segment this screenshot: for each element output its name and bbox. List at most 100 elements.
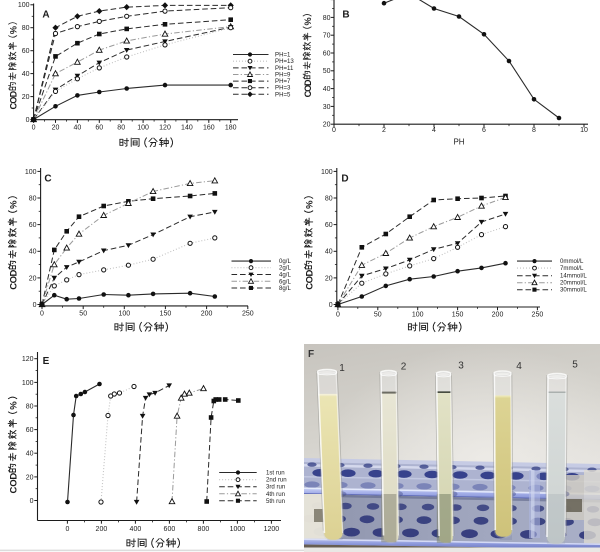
svg-text:80: 80	[325, 195, 333, 202]
svg-text:60: 60	[29, 222, 37, 229]
svg-text:PH=3: PH=3	[275, 85, 291, 92]
svg-text:40: 40	[22, 71, 30, 78]
svg-text:60: 60	[26, 427, 34, 434]
svg-text:40: 40	[74, 125, 82, 132]
svg-text:800: 800	[198, 526, 210, 533]
svg-text:1: 1	[339, 363, 345, 374]
svg-text:200: 200	[96, 526, 108, 533]
svg-text:0: 0	[329, 302, 333, 309]
svg-text:PH=13: PH=13	[275, 58, 294, 65]
svg-text:6g/L: 6g/L	[279, 278, 291, 285]
svg-text:0: 0	[30, 498, 34, 505]
svg-text:140: 140	[181, 125, 193, 132]
svg-text:8: 8	[532, 127, 536, 134]
svg-text:0g/L: 0g/L	[279, 258, 291, 265]
svg-text:120: 120	[22, 356, 34, 363]
svg-text:F: F	[308, 349, 314, 360]
svg-text:40: 40	[323, 86, 331, 93]
svg-text:%: %	[303, 17, 313, 25]
svg-text:E: E	[43, 356, 50, 367]
svg-text:PH=7: PH=7	[275, 78, 291, 85]
svg-text:2nd run: 2nd run	[266, 477, 287, 484]
svg-text:4th run: 4th run	[266, 491, 285, 498]
svg-text:50: 50	[323, 68, 331, 75]
svg-text:PH=1: PH=1	[275, 52, 291, 59]
svg-text:1st run: 1st run	[266, 470, 285, 477]
svg-text:2: 2	[382, 127, 386, 134]
svg-text:0: 0	[33, 302, 37, 309]
svg-text:0: 0	[332, 127, 336, 134]
svg-text:200: 200	[201, 311, 213, 318]
svg-text:20mmol/L: 20mmol/L	[560, 280, 587, 287]
svg-text:0: 0	[336, 312, 340, 319]
svg-text:100: 100	[18, 2, 30, 9]
svg-text:20: 20	[52, 125, 60, 132]
svg-text:250: 250	[532, 312, 544, 319]
svg-text:0: 0	[32, 125, 36, 132]
svg-text:PH=5: PH=5	[275, 91, 291, 98]
svg-text:100: 100	[118, 311, 130, 318]
svg-text:COD: COD	[9, 90, 19, 109]
svg-text:20: 20	[26, 474, 34, 481]
svg-text:40: 40	[29, 249, 37, 256]
svg-text:100: 100	[321, 169, 333, 176]
svg-text:60: 60	[95, 125, 103, 132]
svg-text:10: 10	[580, 127, 588, 134]
svg-text:100: 100	[137, 125, 149, 132]
svg-text:30mmol/L: 30mmol/L	[560, 287, 587, 294]
svg-text:150: 150	[160, 311, 172, 318]
svg-text:30: 30	[323, 104, 331, 111]
svg-text:PH=9: PH=9	[275, 72, 291, 79]
svg-text:100: 100	[412, 312, 424, 319]
svg-text:14mmol/L: 14mmol/L	[560, 273, 587, 280]
svg-text:7mmol/L: 7mmol/L	[560, 265, 584, 272]
svg-text:60: 60	[22, 48, 30, 55]
svg-text:C: C	[44, 174, 51, 185]
svg-text:400: 400	[130, 526, 142, 533]
svg-text:20: 20	[22, 94, 30, 101]
svg-text:250: 250	[242, 311, 254, 318]
svg-text:A: A	[42, 10, 49, 21]
svg-text:6: 6	[482, 127, 486, 134]
svg-text:160: 160	[203, 125, 215, 132]
svg-text:0: 0	[26, 117, 30, 124]
svg-text:COD: COD	[9, 269, 20, 289]
svg-text:40: 40	[325, 249, 333, 256]
svg-text:COD: COD	[305, 269, 316, 289]
svg-text:80: 80	[26, 403, 34, 410]
svg-text:1000: 1000	[230, 526, 246, 533]
svg-text:80: 80	[323, 15, 331, 22]
svg-text:600: 600	[164, 526, 176, 533]
svg-text:D: D	[341, 174, 348, 185]
svg-text:4: 4	[432, 127, 436, 134]
svg-text:3rd run: 3rd run	[266, 484, 285, 491]
svg-text:20: 20	[325, 275, 333, 282]
svg-text:80: 80	[22, 25, 30, 32]
svg-text:4g/L: 4g/L	[279, 272, 291, 279]
svg-text:0: 0	[65, 526, 69, 533]
svg-text:B: B	[342, 10, 349, 21]
svg-text:2: 2	[401, 362, 407, 373]
svg-text:3: 3	[458, 361, 464, 372]
svg-text:PH: PH	[453, 138, 464, 147]
svg-text:PH=11: PH=11	[275, 65, 294, 72]
svg-text:200: 200	[492, 312, 504, 319]
svg-text:70: 70	[323, 33, 331, 40]
svg-text:80: 80	[117, 125, 125, 132]
svg-text:8g/L: 8g/L	[279, 285, 291, 292]
svg-text:5: 5	[572, 360, 578, 371]
svg-text:40: 40	[26, 451, 34, 458]
svg-text:2g/L: 2g/L	[279, 265, 291, 272]
svg-text:60: 60	[323, 50, 331, 57]
svg-text:150: 150	[452, 312, 464, 319]
svg-text:120: 120	[159, 125, 171, 132]
svg-text:100: 100	[22, 380, 34, 387]
svg-text:20: 20	[323, 122, 331, 129]
svg-text:0: 0	[40, 311, 44, 318]
svg-text:%: %	[9, 200, 20, 209]
svg-text:%: %	[9, 26, 19, 34]
svg-text:COD: COD	[9, 473, 20, 494]
svg-text:5th run: 5th run	[266, 498, 285, 505]
svg-text:1200: 1200	[264, 526, 280, 533]
svg-text:4: 4	[516, 361, 522, 372]
